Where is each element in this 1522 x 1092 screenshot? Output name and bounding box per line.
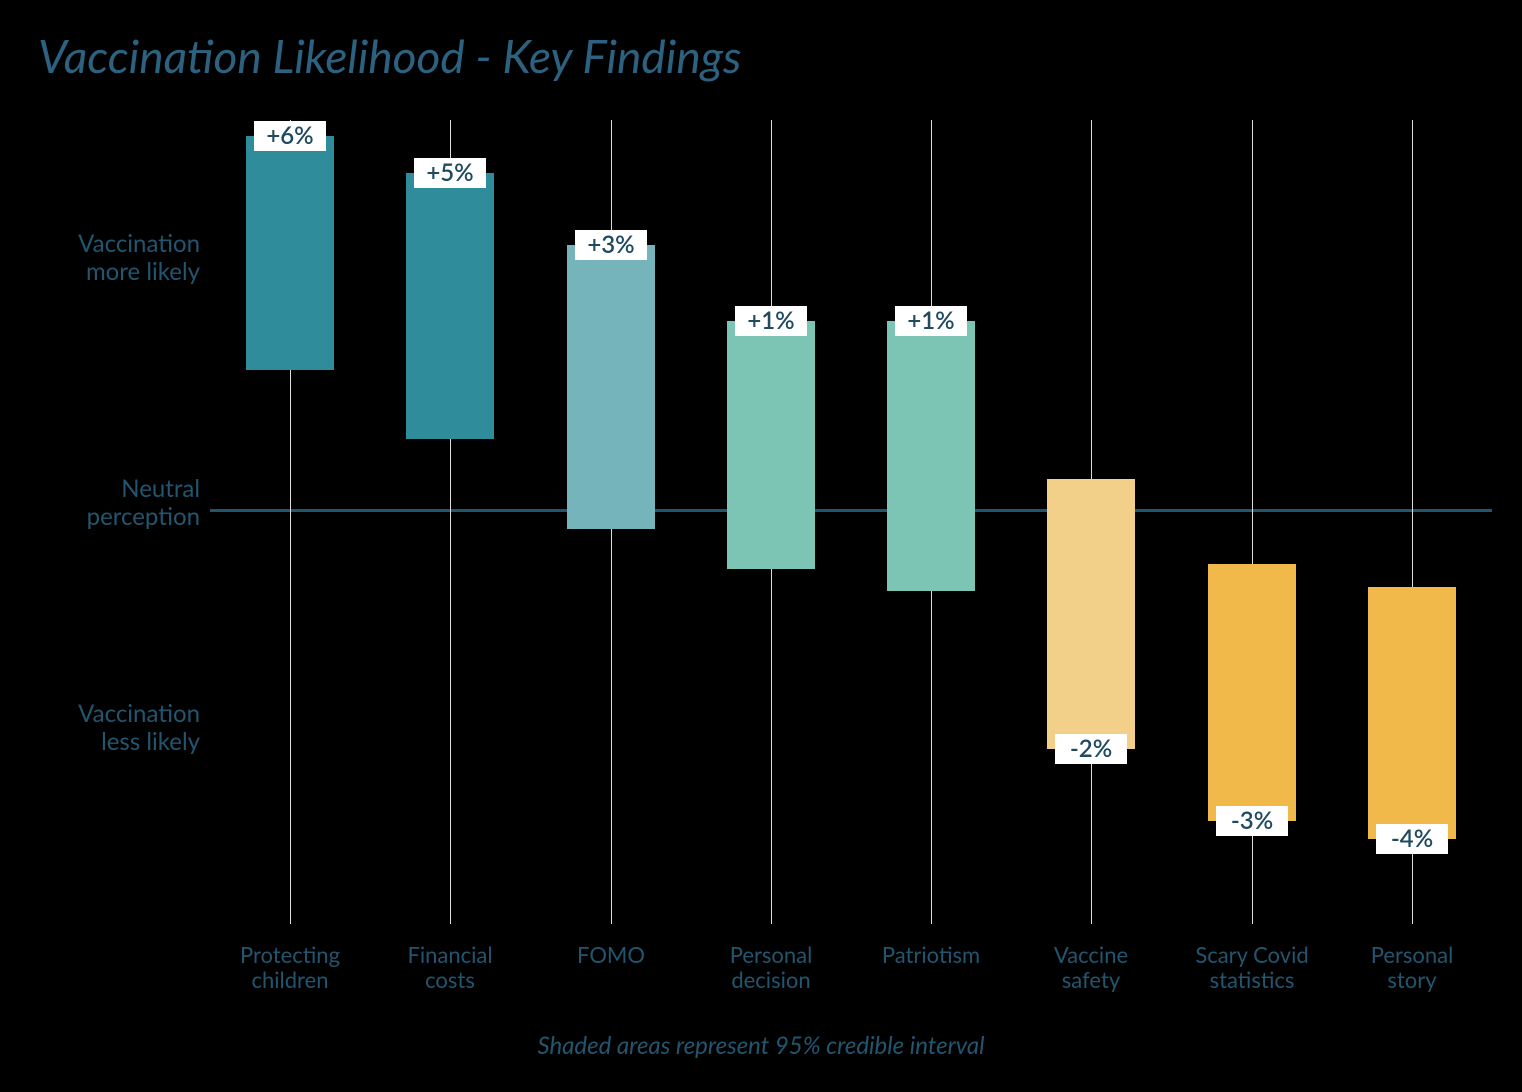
x-axis-label-3: Personal decision xyxy=(691,942,851,993)
x-axis-label-1: Financial costs xyxy=(370,942,530,993)
x-axis-label-0: Protecting children xyxy=(210,942,370,993)
y-axis-label-2: Vaccination less likely xyxy=(10,700,200,755)
value-label-2: +3% xyxy=(575,230,647,260)
interval-bar-6 xyxy=(1208,564,1296,821)
x-axis-label-5: Vaccine safety xyxy=(1011,942,1171,993)
x-axis-label-4: Patriotism xyxy=(851,942,1011,967)
value-label-3: +1% xyxy=(735,306,807,336)
interval-bar-7 xyxy=(1368,587,1456,839)
value-label-1: +5% xyxy=(414,158,486,188)
value-label-5: -2% xyxy=(1055,734,1127,764)
y-axis-label-1: Neutral perception xyxy=(10,475,200,530)
value-label-6: -3% xyxy=(1216,806,1288,836)
value-label-7: -4% xyxy=(1376,824,1448,854)
interval-bar-5 xyxy=(1047,479,1135,749)
interval-bar-3 xyxy=(727,321,815,569)
y-axis-label-0: Vaccination more likely xyxy=(10,230,200,285)
interval-bar-0 xyxy=(246,136,334,370)
interval-bar-4 xyxy=(887,321,975,591)
neutral-baseline xyxy=(210,509,1492,512)
value-label-0: +6% xyxy=(254,121,326,151)
interval-bar-1 xyxy=(406,173,494,439)
interval-bar-2 xyxy=(567,245,655,529)
value-label-4: +1% xyxy=(895,306,967,336)
x-axis-label-7: Personal story xyxy=(1332,942,1492,993)
chart-title: Vaccination Likelihood - Key Findings xyxy=(38,28,741,83)
chart-footnote: Shaded areas represent 95% credible inte… xyxy=(0,1031,1522,1060)
x-axis-label-6: Scary Covid statistics xyxy=(1172,942,1332,993)
vaccination-likelihood-chart: Vaccination Likelihood - Key Findings Va… xyxy=(0,0,1522,1092)
x-axis-label-2: FOMO xyxy=(531,942,691,967)
